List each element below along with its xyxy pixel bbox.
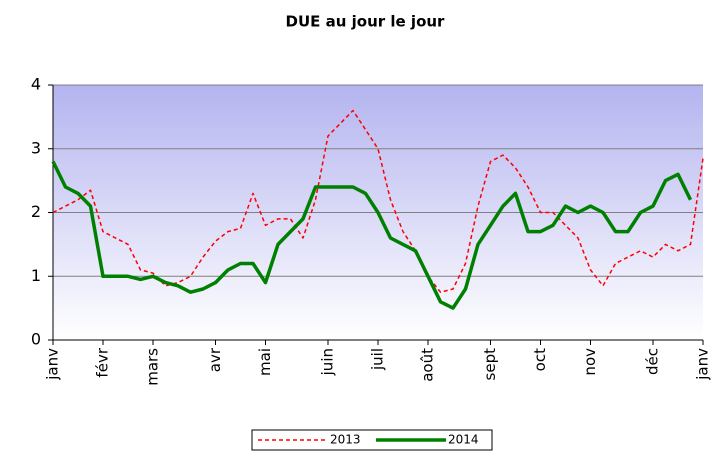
x-tick-label: avr	[206, 347, 224, 372]
y-tick-label: 0	[31, 330, 41, 349]
x-tick-label: mai	[256, 348, 274, 376]
x-tick-label: janv	[694, 348, 712, 381]
x-tick-label: févr	[94, 347, 112, 377]
y-tick-label: 3	[31, 138, 41, 157]
x-tick-label: juin	[319, 348, 337, 376]
x-tick-label: sept	[481, 348, 499, 381]
x-tick-label: août	[419, 348, 437, 382]
x-tick-label: janv	[44, 348, 62, 381]
y-tick-label: 4	[31, 75, 41, 94]
legend: 2013 2014	[251, 429, 493, 451]
series-line	[51, 160, 693, 310]
y-tick-label: 1	[31, 266, 41, 285]
x-tick-label: déc	[644, 348, 662, 375]
x-tick-label: oct	[531, 348, 549, 371]
x-tick-label: mars	[144, 348, 162, 386]
chart-title: DUE au jour le jour	[286, 13, 446, 31]
legend-box	[251, 429, 493, 451]
x-tick-label: juil	[369, 348, 387, 371]
x-tick-label: nov	[581, 348, 599, 376]
legend-label: 2013	[330, 433, 361, 447]
legend-label: 2014	[448, 433, 479, 447]
y-tick-label: 2	[31, 202, 41, 221]
